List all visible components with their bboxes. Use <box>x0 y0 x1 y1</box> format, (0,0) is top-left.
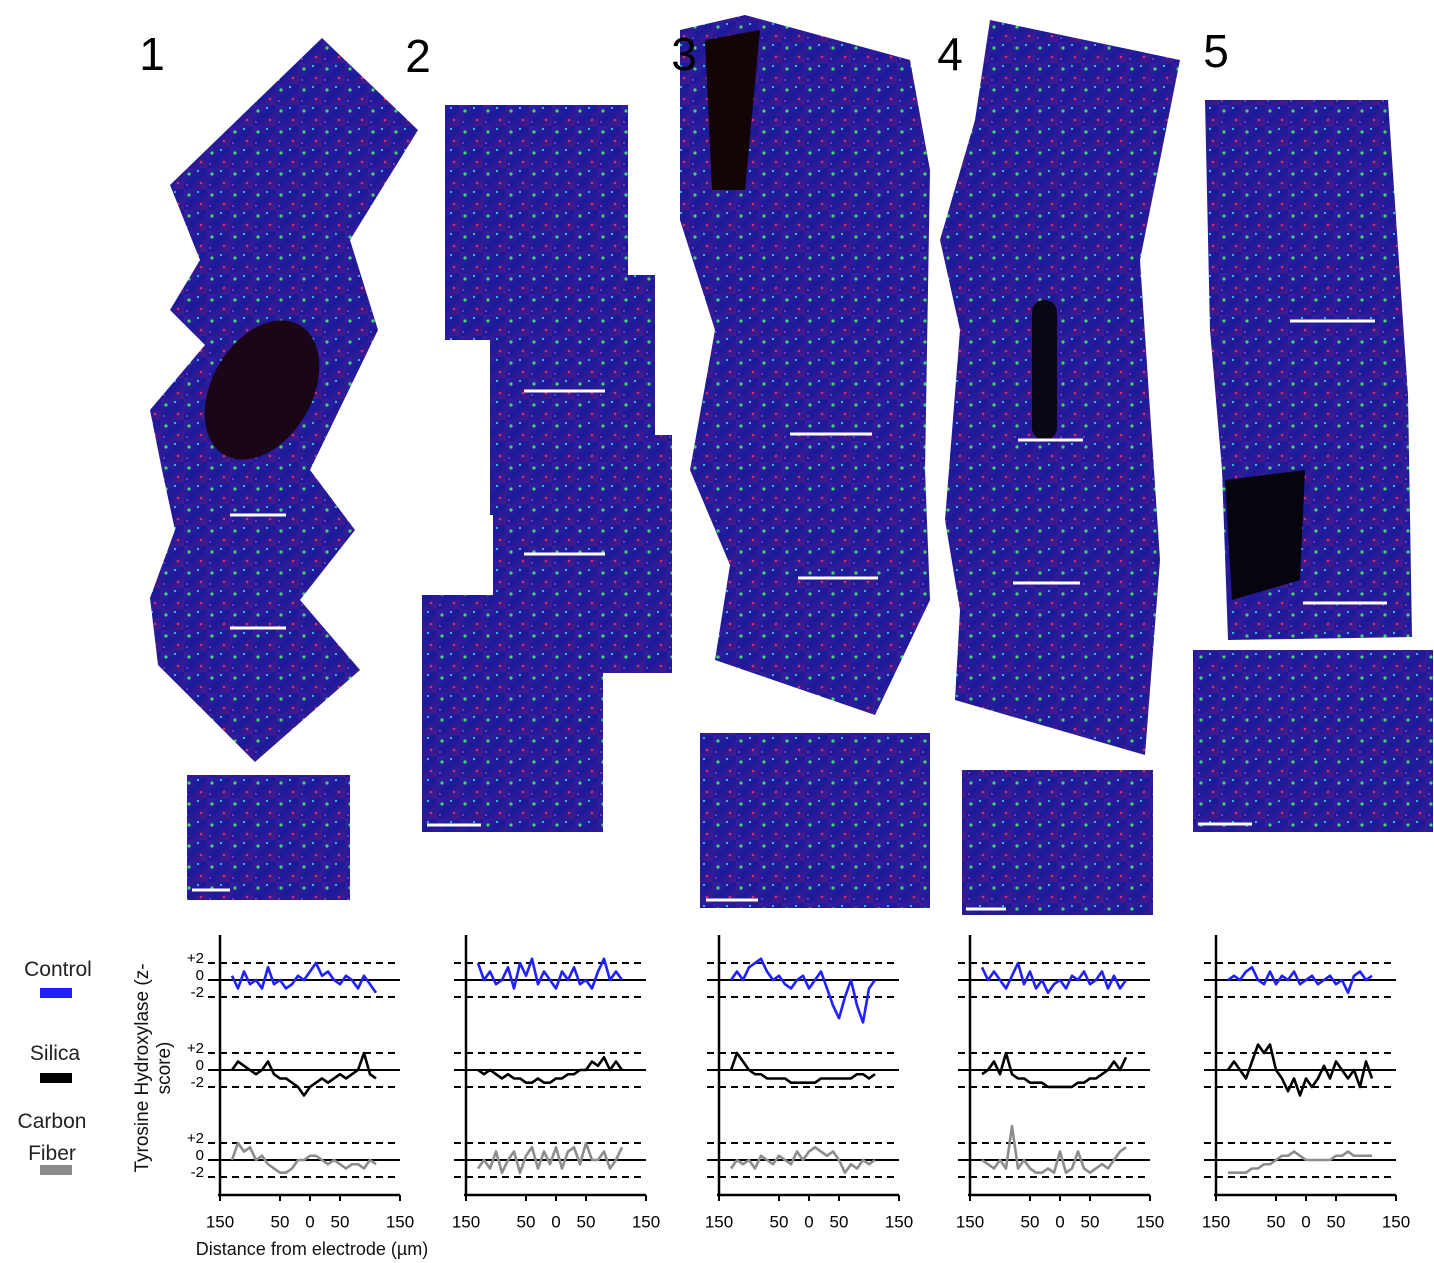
legend-swatch <box>40 988 72 998</box>
micrograph <box>1193 650 1433 832</box>
x-tick-label: 150 <box>632 1212 660 1231</box>
panel-label: 3 <box>671 28 697 80</box>
trace <box>731 1053 875 1083</box>
figure: 1234515050050150+20-2+20-2+20-2Distance … <box>0 0 1434 1263</box>
x-tick-label: 50 <box>517 1212 536 1231</box>
x-tick-label: 150 <box>1382 1212 1410 1231</box>
x-tick-label: 50 <box>1021 1212 1040 1231</box>
y-tick-label: 0 <box>196 967 204 984</box>
y-tick-label: 0 <box>196 1057 204 1074</box>
x-tick-label: 50 <box>830 1212 849 1231</box>
x-tick-label: 50 <box>1327 1212 1346 1231</box>
trace <box>982 1126 1126 1173</box>
micrographs <box>150 15 1433 915</box>
trace <box>232 963 376 993</box>
trace <box>731 959 875 1023</box>
legend-label: Silica <box>10 1038 100 1070</box>
y-axis-label: Tyrosine Hydroxylase (z-score) <box>132 958 176 1178</box>
y-tick-label: -2 <box>191 1074 204 1091</box>
legend-label: Control <box>13 954 103 986</box>
micrograph <box>700 733 930 908</box>
panel-label: 1 <box>139 28 165 80</box>
y-tick-label: +2 <box>187 950 204 967</box>
x-tick-label: 150 <box>1136 1212 1164 1231</box>
y-tick-label: -2 <box>191 984 204 1001</box>
panel-label: 5 <box>1203 25 1229 77</box>
page: {"panel_labels": ["1", "2", "3", "4", "5… <box>0 0 1434 1263</box>
x-tick-label: 50 <box>770 1212 789 1231</box>
micrograph <box>422 595 603 832</box>
x-tick-label: 150 <box>705 1212 733 1231</box>
legend-swatch <box>40 1073 72 1083</box>
trace <box>232 1143 376 1173</box>
track <box>1032 300 1057 440</box>
x-tick-label: 0 <box>1301 1212 1310 1231</box>
x-axis-label: Distance from electrode (µm) <box>196 1239 428 1259</box>
x-tick-label: 50 <box>271 1212 290 1231</box>
x-tick-label: 50 <box>577 1212 596 1231</box>
y-tick-label: +2 <box>187 1130 204 1147</box>
trace <box>1228 1152 1372 1173</box>
x-tick-label: 150 <box>956 1212 984 1231</box>
x-tick-label: 0 <box>804 1212 813 1231</box>
x-tick-label: 0 <box>551 1212 560 1231</box>
micrograph <box>187 775 350 900</box>
x-tick-label: 150 <box>452 1212 480 1231</box>
x-tick-label: 0 <box>1055 1212 1064 1231</box>
y-tick-label: 0 <box>196 1147 204 1164</box>
legend-label: Carbon Fiber <box>12 1106 92 1170</box>
x-tick-label: 50 <box>331 1212 350 1231</box>
micrograph <box>962 770 1153 915</box>
x-tick-label: 0 <box>305 1212 314 1231</box>
panel-label: 4 <box>937 28 963 80</box>
panel-label: 2 <box>405 30 431 82</box>
x-tick-label: 50 <box>1267 1212 1286 1231</box>
trace <box>478 1143 622 1173</box>
trace <box>982 963 1126 993</box>
micrograph <box>940 20 1180 755</box>
x-tick-label: 50 <box>1081 1212 1100 1231</box>
x-tick-label: 150 <box>206 1212 234 1231</box>
x-tick-label: 150 <box>885 1212 913 1231</box>
y-tick-label: +2 <box>187 1040 204 1057</box>
trace <box>232 1053 376 1095</box>
y-tick-label: -2 <box>191 1164 204 1181</box>
x-tick-label: 150 <box>386 1212 414 1231</box>
x-tick-label: 150 <box>1202 1212 1230 1231</box>
void <box>1225 470 1305 600</box>
